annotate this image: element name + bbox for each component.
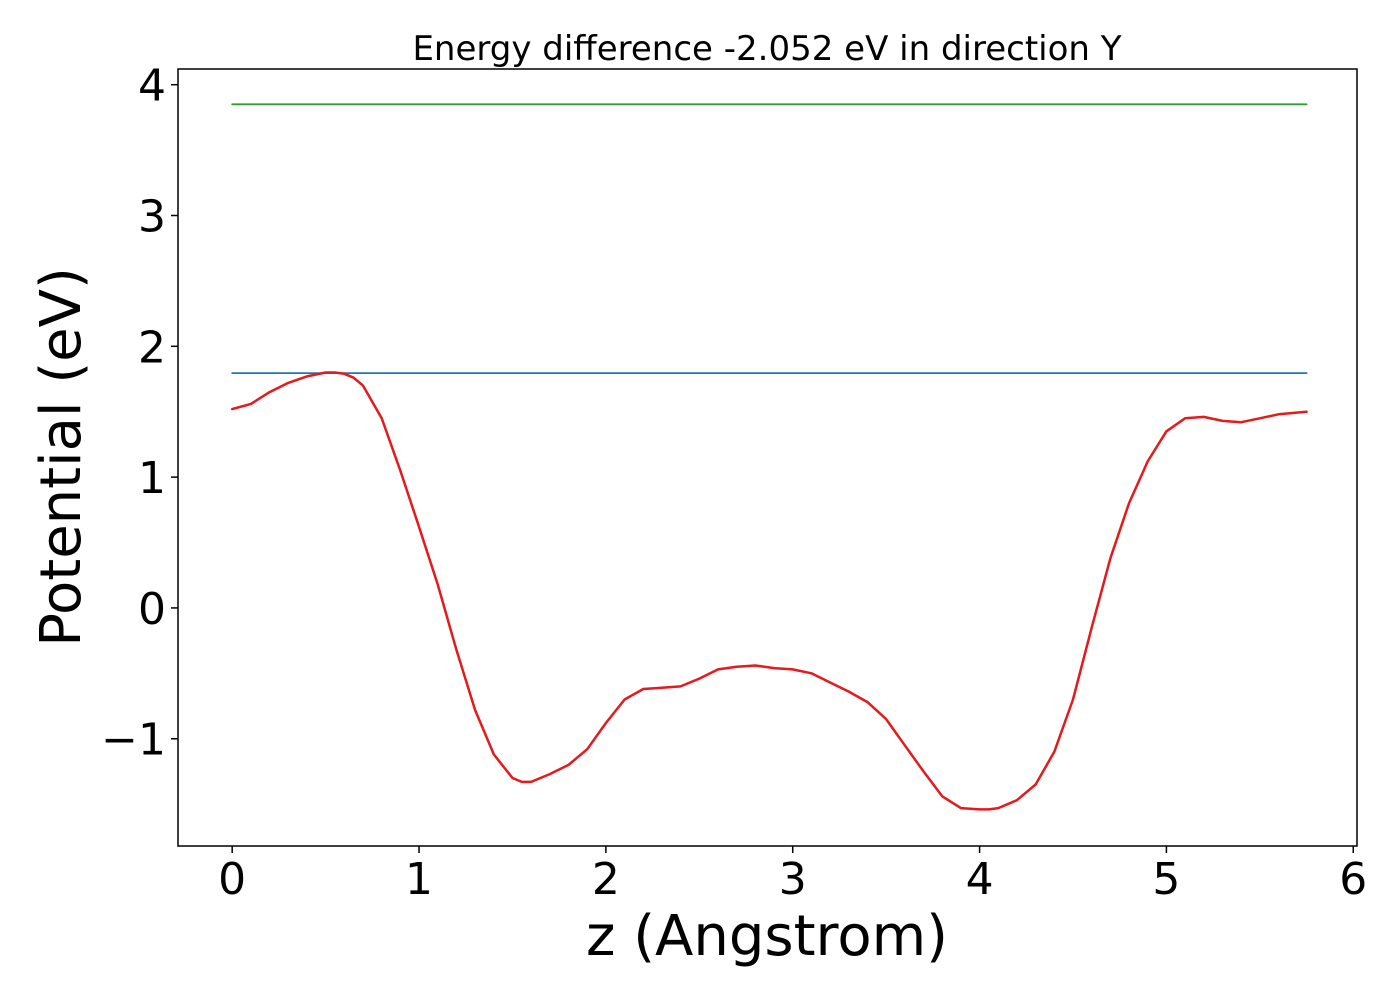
axis-ticks: 0 1 2 3 4 5 6 −1 0 1 2 3 4 <box>101 61 1367 905</box>
y-tick-label: −1 <box>101 715 166 766</box>
x-tick-label: 5 <box>1152 854 1180 905</box>
y-tick-label: 2 <box>138 322 166 373</box>
y-tick-label: 0 <box>138 584 166 635</box>
x-tick-label: 1 <box>405 854 433 905</box>
y-tick-label: 4 <box>138 61 166 112</box>
series-lines <box>230 103 1308 811</box>
x-axis-label: z (Angstrom) <box>586 904 948 969</box>
y-tick-label: 1 <box>138 453 166 504</box>
x-tick-label: 2 <box>592 854 620 905</box>
x-tick-label: 3 <box>779 854 807 905</box>
x-tick-label: 0 <box>218 854 246 905</box>
chart-title: Energy difference -2.052 eV in direction… <box>412 29 1121 69</box>
plot-frame <box>177 68 1358 847</box>
y-axis-label: Potential (eV) <box>29 267 94 647</box>
series-line-3 <box>230 371 1308 811</box>
x-tick-label: 4 <box>966 854 994 905</box>
y-tick-label: 3 <box>138 192 166 243</box>
x-tick-label: 6 <box>1339 854 1367 905</box>
